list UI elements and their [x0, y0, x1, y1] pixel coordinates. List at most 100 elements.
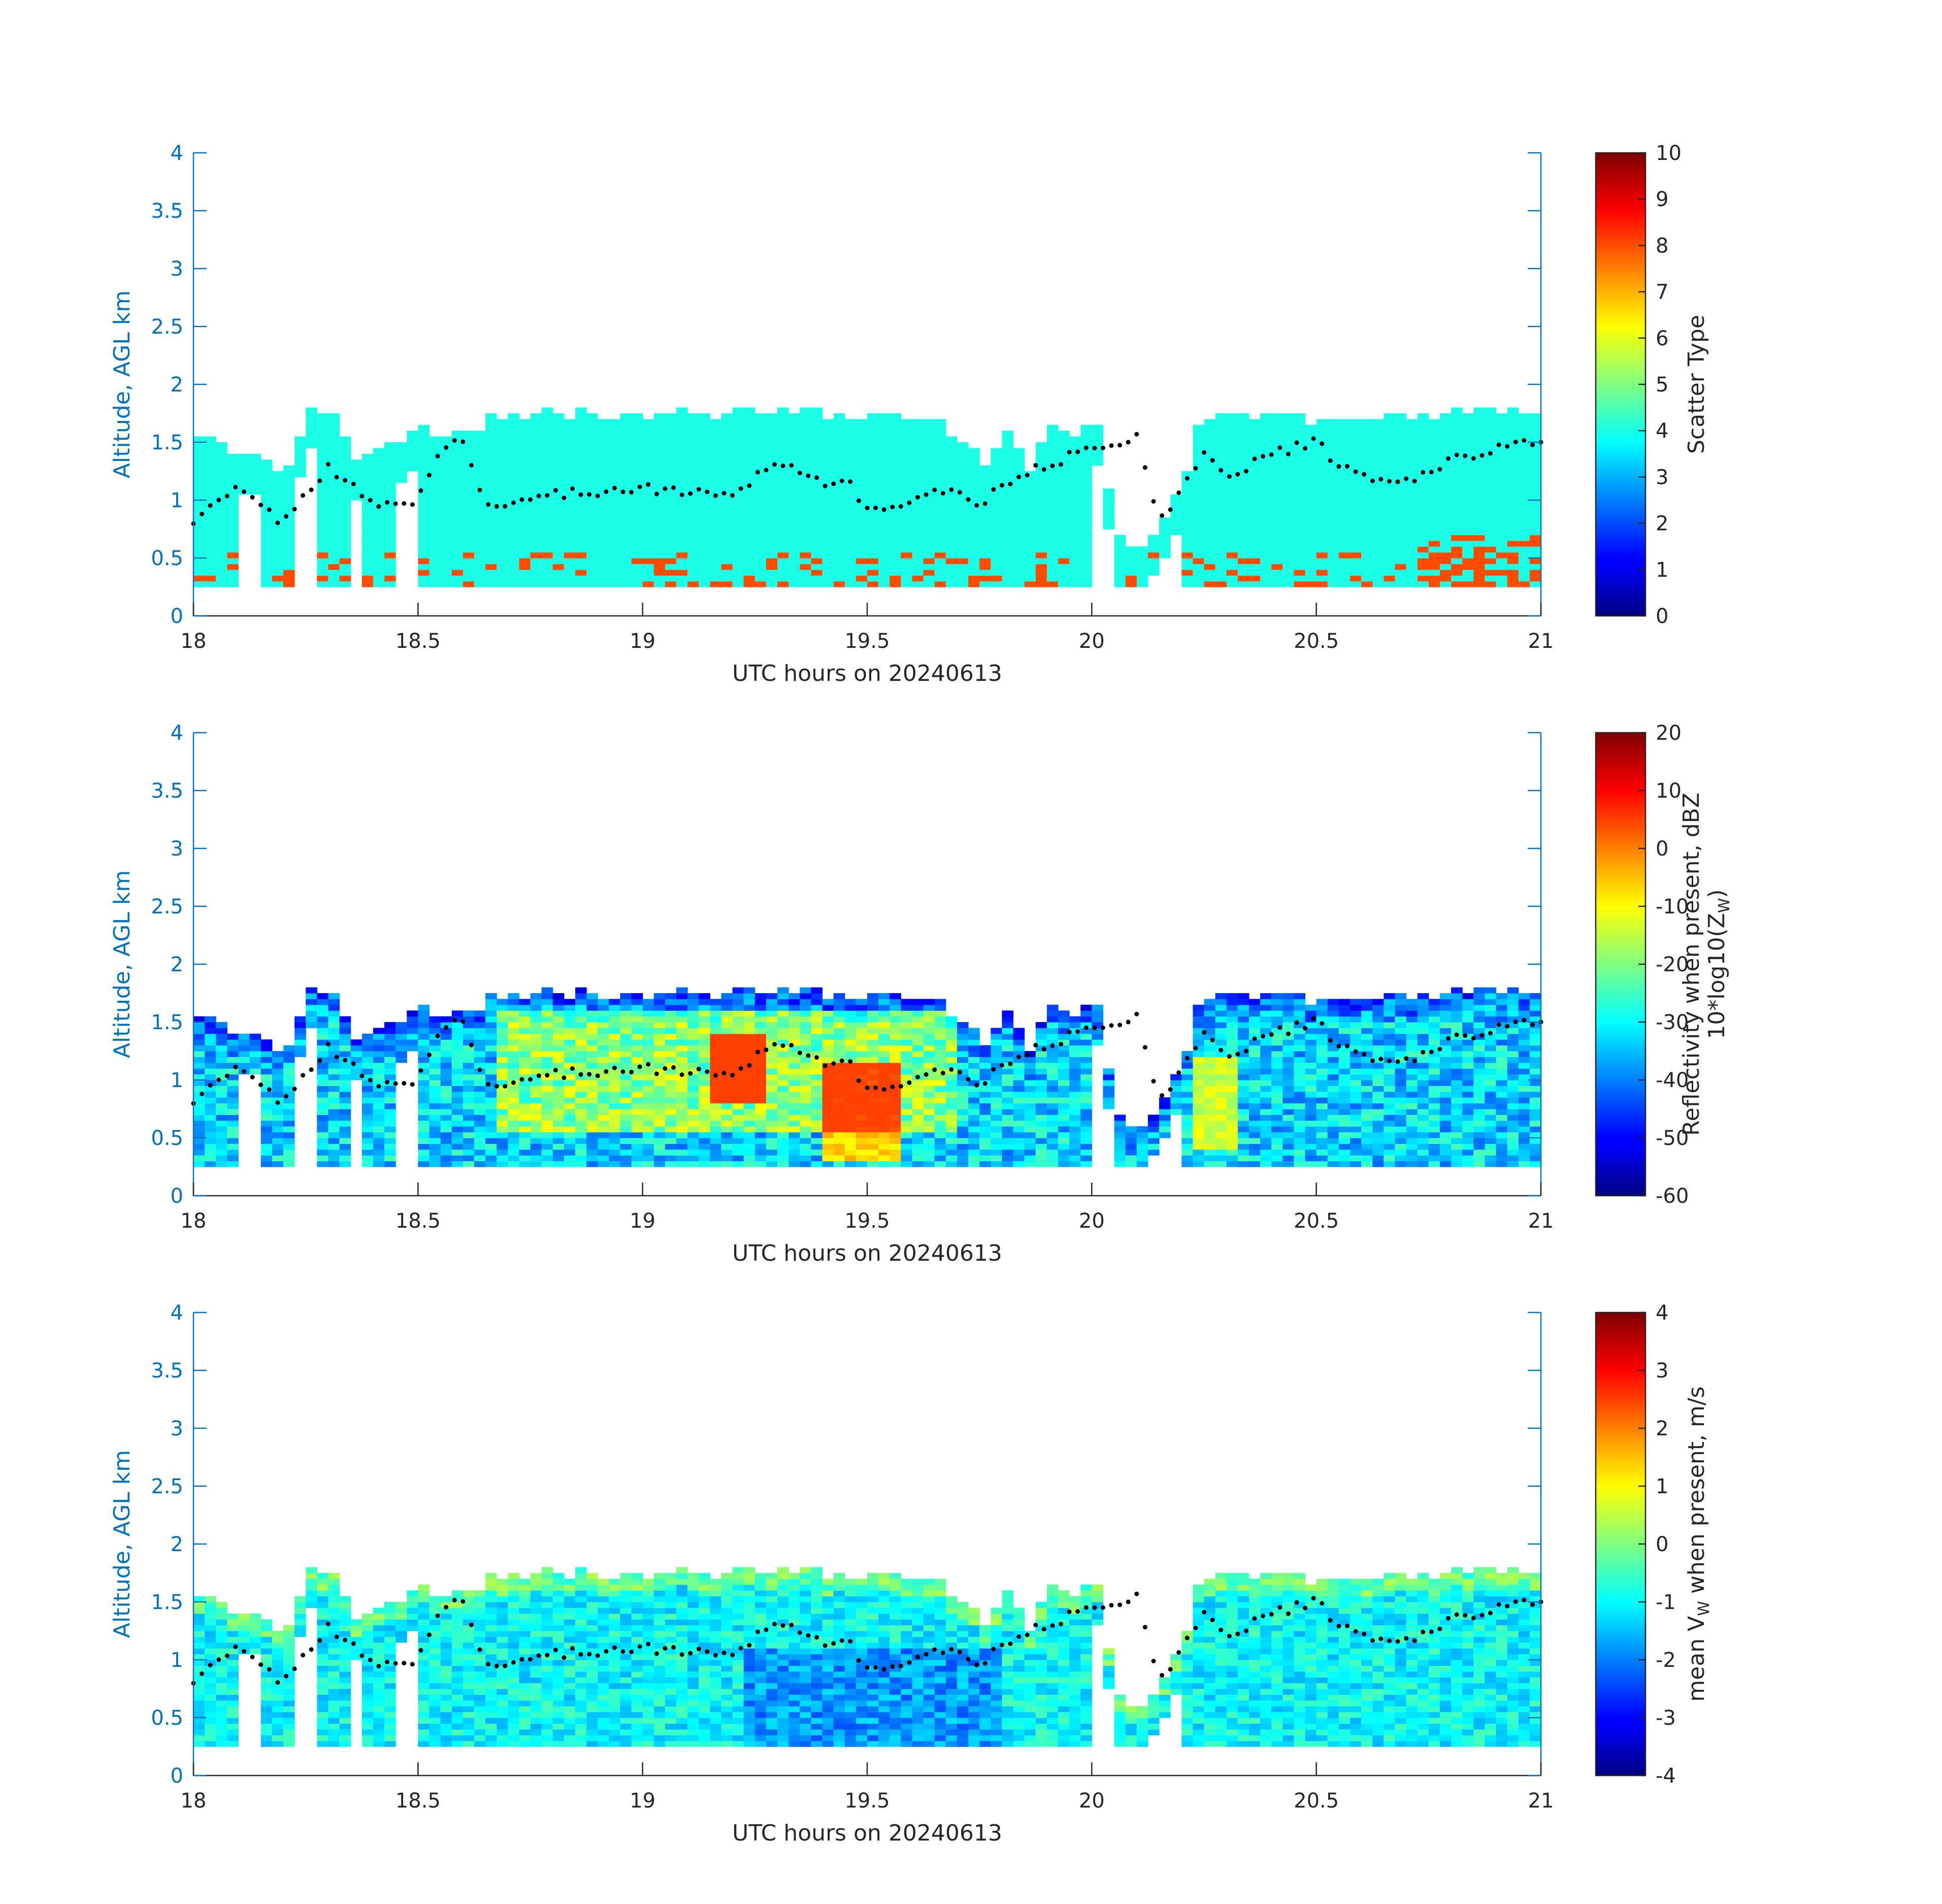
- heatmap-cell: [800, 1068, 811, 1075]
- heatmap-cell: [485, 1039, 497, 1046]
- heatmap-cell: [1417, 575, 1429, 582]
- heatmap-cell: [923, 581, 935, 587]
- heatmap-cell: [732, 1155, 744, 1162]
- bright-band-point: [301, 493, 306, 498]
- heatmap-cell: [1406, 471, 1418, 477]
- heatmap-cell: [979, 535, 991, 541]
- heatmap-cell: [1305, 517, 1317, 524]
- heatmap-cell: [800, 535, 811, 541]
- heatmap-cell: [1485, 517, 1497, 524]
- heatmap-cell: [1451, 488, 1463, 495]
- heatmap-cell: [328, 535, 340, 541]
- heatmap-cell: [1226, 558, 1238, 564]
- heatmap-cell: [766, 552, 778, 559]
- bright-band-point: [545, 493, 550, 498]
- heatmap-cell: [519, 535, 531, 541]
- heatmap-cell: [1282, 448, 1294, 454]
- heatmap-cell: [676, 564, 688, 570]
- heatmap-cell: [1046, 453, 1059, 460]
- bright-band-point: [402, 501, 407, 506]
- heatmap-cell: [1249, 471, 1261, 477]
- heatmap-cell: [732, 535, 744, 541]
- heatmap-cell: [1294, 564, 1306, 570]
- heatmap-cell: [1226, 511, 1238, 518]
- heatmap-cell: [586, 523, 598, 530]
- heatmap-cell: [1473, 552, 1485, 559]
- heatmap-cell: [361, 529, 374, 535]
- heatmap-cell: [564, 1004, 576, 1011]
- heatmap-cell: [373, 453, 385, 460]
- heatmap-cell: [361, 459, 374, 466]
- heatmap-cell: [620, 1033, 632, 1040]
- heatmap-cell: [721, 993, 733, 999]
- heatmap-cell: [1406, 442, 1418, 448]
- heatmap-cell: [1361, 517, 1373, 524]
- heatmap-cell: [620, 999, 632, 1005]
- heatmap-cell: [1327, 581, 1339, 587]
- heatmap-cell: [710, 1091, 722, 1098]
- heatmap-cell: [508, 1022, 519, 1028]
- heatmap-cell: [1159, 517, 1171, 524]
- heatmap-cell: [317, 1120, 328, 1127]
- bright-band-point: [822, 483, 828, 488]
- heatmap-cell: [205, 552, 216, 559]
- heatmap-cell: [800, 517, 811, 524]
- heatmap-cell: [1002, 581, 1014, 587]
- heatmap-cell: [541, 506, 553, 512]
- heatmap-cell: [227, 1161, 239, 1167]
- heatmap-cell: [1529, 540, 1541, 547]
- heatmap-cell: [1485, 419, 1497, 425]
- heatmap-cell: [598, 1149, 609, 1156]
- heatmap-cell: [497, 477, 508, 483]
- heatmap-cell: [867, 1010, 879, 1017]
- heatmap-cell: [272, 1149, 284, 1156]
- heatmap-cell: [945, 448, 958, 454]
- heatmap-cell: [508, 1068, 519, 1075]
- heatmap-cell: [620, 1097, 632, 1104]
- heatmap-cell: [1473, 407, 1485, 414]
- heatmap-cell: [1237, 540, 1249, 547]
- heatmap-cell: [788, 558, 800, 564]
- heatmap-cell: [699, 1120, 710, 1127]
- heatmap-cell: [811, 999, 823, 1005]
- heatmap-cell: [272, 488, 284, 495]
- heatmap-cell: [586, 442, 598, 448]
- heatmap-cell: [1215, 471, 1227, 477]
- heatmap-cell: [339, 1074, 351, 1080]
- heatmap-cell: [407, 465, 418, 472]
- heatmap-cell: [328, 1022, 340, 1028]
- heatmap-cell: [676, 993, 688, 999]
- heatmap-cell: [822, 419, 834, 425]
- heatmap-cell: [609, 1033, 620, 1040]
- heatmap-cell: [1069, 482, 1081, 489]
- heatmap-cell: [743, 575, 755, 582]
- heatmap-cell: [216, 1086, 227, 1092]
- heatmap-cell: [878, 1039, 890, 1046]
- heatmap-cell: [361, 453, 374, 460]
- heatmap-cell: [317, 459, 328, 466]
- bright-band-point: [738, 486, 743, 491]
- heatmap-cell: [766, 999, 778, 1005]
- heatmap-cell: [1395, 558, 1407, 564]
- heatmap-cell: [1294, 477, 1306, 483]
- heatmap-cell: [721, 1138, 733, 1144]
- heatmap-cell: [676, 1143, 688, 1150]
- heatmap-cell: [754, 993, 767, 999]
- y-tick-label: 2: [171, 373, 183, 397]
- heatmap-cell: [1529, 465, 1541, 472]
- heatmap-cell: [328, 1033, 340, 1040]
- heatmap-cell: [844, 419, 857, 425]
- heatmap-cell: [732, 575, 744, 582]
- heatmap-cell: [687, 1091, 699, 1098]
- heatmap-cell: [1451, 500, 1463, 506]
- heatmap-cell: [979, 494, 991, 501]
- heatmap-cell: [1406, 431, 1418, 437]
- bright-band-point: [1142, 465, 1147, 470]
- heatmap-cell: [901, 529, 912, 535]
- heatmap-cell: [463, 1074, 475, 1080]
- heatmap-cell: [1271, 453, 1283, 460]
- heatmap-cell: [1507, 471, 1519, 477]
- heatmap-cell: [474, 1051, 486, 1057]
- heatmap-cell: [1114, 569, 1126, 576]
- heatmap-cell: [890, 1138, 901, 1144]
